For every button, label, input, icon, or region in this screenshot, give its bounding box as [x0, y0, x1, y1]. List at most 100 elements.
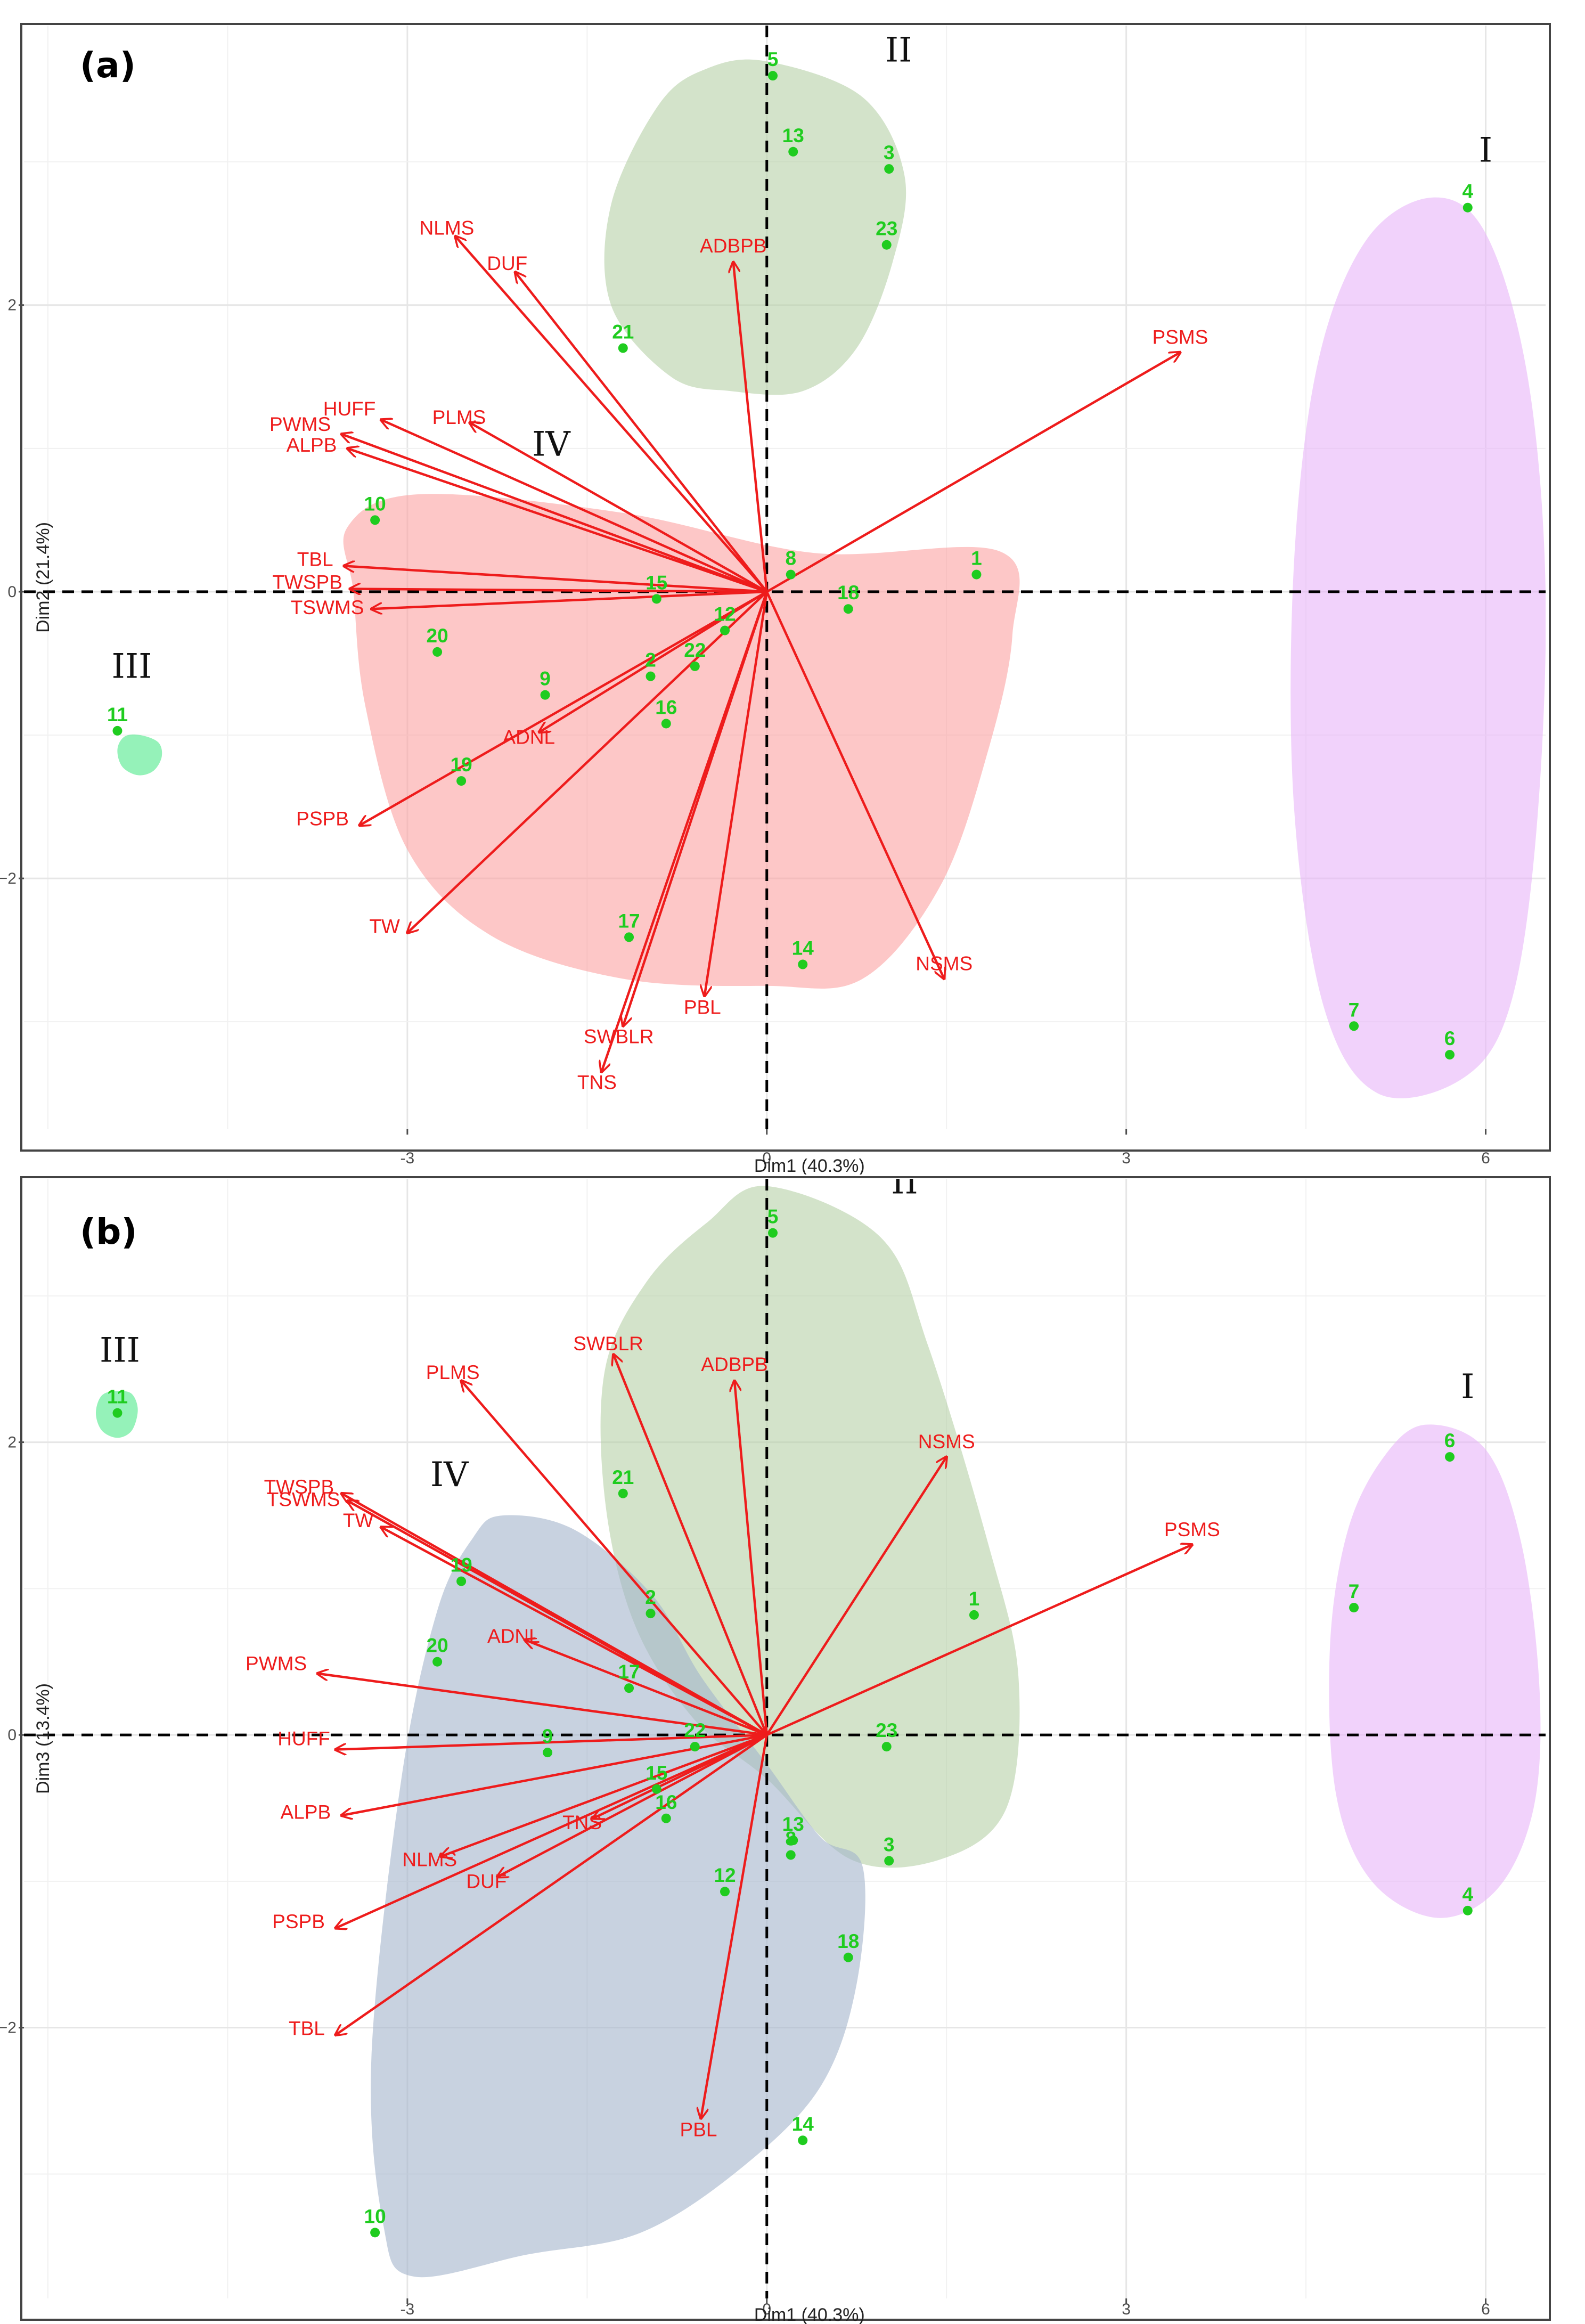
observation-point — [646, 671, 656, 681]
observation-point — [370, 515, 380, 525]
cluster-hull-I — [1329, 1424, 1541, 1918]
observation-point — [881, 240, 892, 250]
loading-arrow-PBL — [705, 591, 768, 996]
variable-label: SWBLR — [584, 1026, 654, 1048]
observation-point — [786, 1850, 796, 1860]
y-tick-label: 2 — [7, 1434, 17, 1452]
variable-label: PSMS — [1164, 1519, 1220, 1540]
observation-label: 13 — [782, 125, 804, 146]
variable-label: DUF — [487, 252, 527, 274]
x-tick-label: -3 — [401, 1149, 415, 1167]
cluster-label: II — [885, 30, 912, 70]
variable-label: NLMS — [420, 217, 475, 239]
observation-point — [798, 2135, 808, 2146]
observation-label: 3 — [884, 1833, 895, 1855]
cluster-label: I — [1461, 1367, 1474, 1407]
observation-label: 2 — [645, 1586, 656, 1608]
loading-arrow-PLMS — [461, 1381, 768, 1736]
x-axis-title: Dim1 (40.3%) — [754, 1156, 865, 1175]
y-axis-title: Dim3 (13.4%) — [33, 1683, 53, 1794]
x-tick-label: 0 — [762, 2301, 771, 2318]
variable-label: ALPB — [287, 434, 337, 456]
cluster-label: II — [891, 1175, 918, 1202]
observation-label: 11 — [107, 1386, 128, 1408]
loading-arrow-TSWMS — [371, 590, 767, 609]
observation-label: 17 — [618, 910, 640, 932]
loading-arrow-NSMS — [765, 591, 944, 979]
observation-point — [881, 1742, 892, 1752]
observation-label: 22 — [684, 1719, 706, 1741]
observation-point — [1445, 1452, 1455, 1462]
loading-arrow-TW — [407, 591, 768, 933]
observation-label: 19 — [451, 1554, 472, 1576]
biplot-panel-a: NLMS DUF ADBPB PSMS HUFF PWMS ALPB PLMS TBL TWSPB… — [0, 23, 1551, 1175]
variable-label: PWMS — [246, 1653, 307, 1675]
observation-label: 9 — [540, 668, 551, 690]
observation-label: 1 — [971, 548, 982, 569]
loading-arrow-TNS — [601, 591, 768, 1072]
observation-label: 14 — [792, 2113, 814, 2135]
observation-label: 5 — [767, 48, 779, 70]
observation-label: 4 — [1462, 1883, 1473, 1905]
observation-point — [456, 776, 467, 786]
variable-label: NLMS — [402, 1849, 457, 1871]
cluster-hull-IV — [343, 494, 1020, 989]
x-tick-label: 6 — [1481, 2301, 1490, 2318]
loading-arrow-PSMS — [766, 1545, 1192, 1736]
observation-label: 12 — [714, 604, 736, 625]
y-tick-label: −2 — [0, 2019, 17, 2037]
variable-label: PWMS — [269, 413, 331, 435]
loading-arrow-TWSPB — [350, 589, 767, 592]
variable-label: TNS — [577, 1072, 617, 1094]
variable-label: HUFF — [277, 1728, 330, 1750]
observation-point — [540, 690, 550, 700]
panel-tag: (a) — [80, 45, 136, 86]
observation-point — [843, 1952, 853, 1962]
observation-label: 19 — [451, 754, 472, 776]
observation-label: 10 — [364, 2205, 386, 2227]
observation-point — [112, 725, 122, 736]
loading-arrow-NSMS — [765, 1457, 946, 1736]
observation-label: 7 — [1349, 999, 1360, 1021]
observation-point — [884, 1856, 894, 1866]
observation-point — [624, 1683, 634, 1693]
observation-label: 9 — [542, 1725, 553, 1747]
loading-arrow-PLMS — [470, 422, 767, 593]
observation-point — [661, 719, 671, 729]
variable-label: ALPB — [281, 1801, 331, 1823]
observation-point — [843, 604, 853, 614]
observation-label: 21 — [612, 1466, 634, 1488]
x-tick-label: 6 — [1481, 1149, 1490, 1167]
y-tick-label: 0 — [7, 583, 17, 601]
observation-label: 3 — [884, 142, 895, 164]
loading-arrow-PBL — [701, 1734, 768, 2118]
observation-point — [456, 1576, 467, 1586]
observation-label: 23 — [876, 1719, 897, 1741]
observation-point — [646, 1609, 656, 1619]
observation-label: 6 — [1444, 1028, 1456, 1049]
observation-point — [432, 1657, 443, 1667]
variable-label: ADNL — [502, 727, 555, 748]
variable-label: PSMS — [1152, 327, 1208, 348]
loading-arrow-PSMS — [766, 353, 1180, 593]
observation-label: 22 — [684, 639, 706, 661]
x-tick-label: 0 — [762, 1149, 771, 1167]
observation-point — [768, 1228, 778, 1238]
observation-point — [884, 164, 894, 174]
variable-label: TNS — [562, 1812, 602, 1833]
variable-label: TW — [343, 1510, 374, 1531]
loading-arrow-ADBPB — [733, 262, 768, 592]
variable-label: DUF — [466, 1870, 506, 1892]
observation-point — [788, 1835, 798, 1845]
panel-tag: (b) — [80, 1211, 137, 1252]
loading-arrow-TBL — [344, 566, 767, 593]
observation-label: 2 — [645, 649, 656, 671]
x-axis-title: Dim1 (40.3%) — [754, 2305, 865, 2324]
variable-label: PBL — [680, 2119, 717, 2141]
variable-label: TSWMS — [291, 597, 364, 618]
variable-label: PLMS — [426, 1361, 480, 1383]
loading-arrow-PSPB — [360, 590, 767, 826]
variable-label: TWSPB — [264, 1476, 334, 1498]
loading-arrow-ADNL — [539, 590, 767, 732]
observation-point — [971, 569, 982, 580]
